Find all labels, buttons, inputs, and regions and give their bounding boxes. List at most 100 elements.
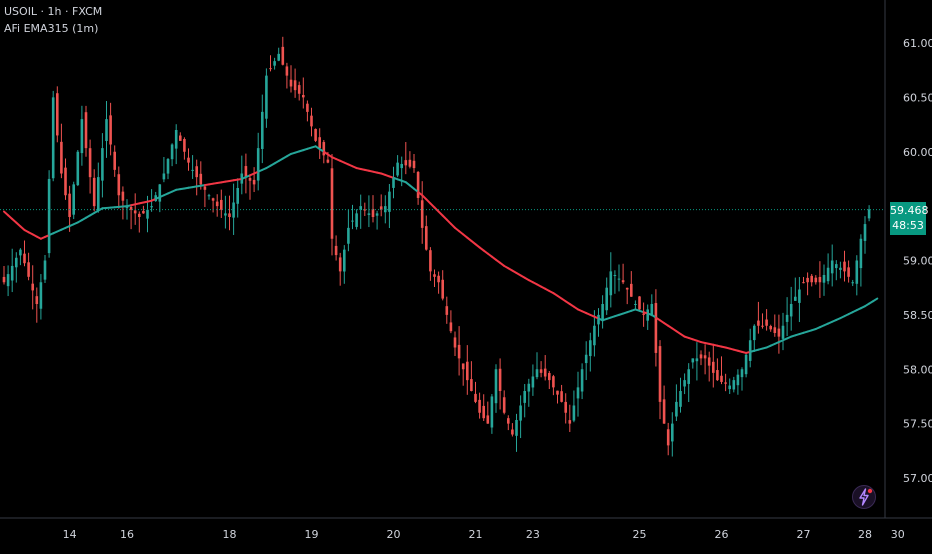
- candle-body: [478, 400, 481, 413]
- candle-body: [523, 391, 526, 403]
- candle-body: [860, 239, 863, 268]
- candle-body: [622, 280, 625, 282]
- candle-body: [585, 355, 588, 363]
- x-tick-label: 16: [120, 528, 134, 541]
- candle-body: [737, 375, 740, 386]
- candle-body: [454, 337, 457, 347]
- candle-body: [663, 399, 666, 423]
- candle-body: [638, 296, 641, 309]
- candle-body: [150, 206, 153, 207]
- current-price-tag: 59.468 48:53: [890, 202, 926, 235]
- x-tick-label: 25: [633, 528, 647, 541]
- candle-body: [142, 211, 145, 213]
- candle-body: [786, 315, 789, 322]
- candle-body: [441, 280, 444, 299]
- candle-body: [605, 288, 608, 311]
- candle-body: [97, 177, 100, 210]
- candle-body: [191, 170, 194, 171]
- candle-body: [507, 418, 510, 423]
- candle-body: [298, 85, 301, 94]
- candle-body: [798, 290, 801, 303]
- candle-body: [290, 80, 293, 87]
- candle-body: [183, 139, 186, 152]
- candle-body: [782, 326, 785, 339]
- candle-body: [495, 369, 498, 403]
- candle-body: [44, 261, 47, 280]
- candle-body: [171, 145, 174, 160]
- candle-body: [560, 391, 563, 402]
- candle-body: [355, 213, 358, 227]
- candle-body: [728, 386, 731, 390]
- candle-body: [470, 379, 473, 391]
- candle-body: [101, 148, 104, 180]
- candle-body: [27, 262, 30, 277]
- candle-body: [499, 369, 502, 391]
- candle-body: [3, 277, 6, 282]
- candle-body: [200, 174, 203, 185]
- candle-body: [864, 224, 867, 241]
- indicator-title[interactable]: AFi EMA315 (1m): [4, 20, 102, 37]
- candle-body: [601, 304, 604, 321]
- candle-body: [245, 166, 248, 177]
- candle-body: [741, 369, 744, 377]
- candle-body: [675, 402, 678, 417]
- candle-body: [630, 284, 633, 297]
- candle-body: [146, 210, 149, 219]
- candle-body: [724, 382, 727, 383]
- candle-body: [253, 180, 256, 184]
- candle-body: [667, 429, 670, 445]
- candle-body: [167, 159, 170, 174]
- y-tick-label: 57.500: [903, 418, 932, 431]
- candle-body: [48, 179, 51, 253]
- candle-body: [868, 209, 871, 218]
- candle-body: [413, 161, 416, 168]
- candle-body: [23, 254, 26, 264]
- candle-body: [614, 275, 617, 276]
- candle-body: [556, 391, 559, 395]
- candle-body: [618, 279, 621, 280]
- x-tick-label: 27: [797, 528, 811, 541]
- y-tick-label: 58.000: [903, 363, 932, 376]
- candle-body: [269, 68, 272, 69]
- candle-body: [503, 397, 506, 412]
- ema-segment: [873, 299, 877, 302]
- candle-body: [265, 76, 268, 119]
- x-tick-label: 19: [305, 528, 319, 541]
- y-tick-label: 59.000: [903, 255, 932, 268]
- candle-body: [314, 129, 317, 141]
- candle-body: [589, 340, 592, 356]
- candle-body: [839, 268, 842, 270]
- candle-body: [425, 226, 428, 249]
- candle-body: [302, 95, 305, 97]
- candle-body: [519, 406, 522, 421]
- x-tick-label: 28: [858, 528, 872, 541]
- symbol-title[interactable]: USOIL · 1h · FXCM: [4, 3, 102, 20]
- candle-body: [195, 166, 198, 177]
- candle-body: [56, 93, 59, 135]
- candle-body: [400, 164, 403, 168]
- candle-body: [581, 369, 584, 391]
- candle-body: [765, 320, 768, 326]
- candle-body: [626, 288, 629, 290]
- candle-body: [72, 184, 75, 214]
- candle-body: [659, 346, 662, 402]
- candle-body: [368, 213, 371, 215]
- candle-body: [85, 112, 88, 148]
- candle-body: [774, 327, 777, 333]
- candle-body: [257, 148, 260, 180]
- lightning-icon[interactable]: [852, 485, 876, 509]
- y-tick-label: 60.500: [903, 91, 932, 104]
- candle-body: [683, 380, 686, 386]
- x-tick-label: 18: [223, 528, 237, 541]
- candle-body: [122, 192, 125, 201]
- candle-body: [339, 257, 342, 271]
- candle-body: [487, 415, 490, 423]
- candle-body: [405, 160, 408, 165]
- candle-body: [187, 158, 190, 163]
- candle-body: [700, 354, 703, 358]
- x-tick-label: 20: [387, 528, 401, 541]
- x-tick-label: 30: [891, 528, 905, 541]
- candle-body: [843, 262, 846, 272]
